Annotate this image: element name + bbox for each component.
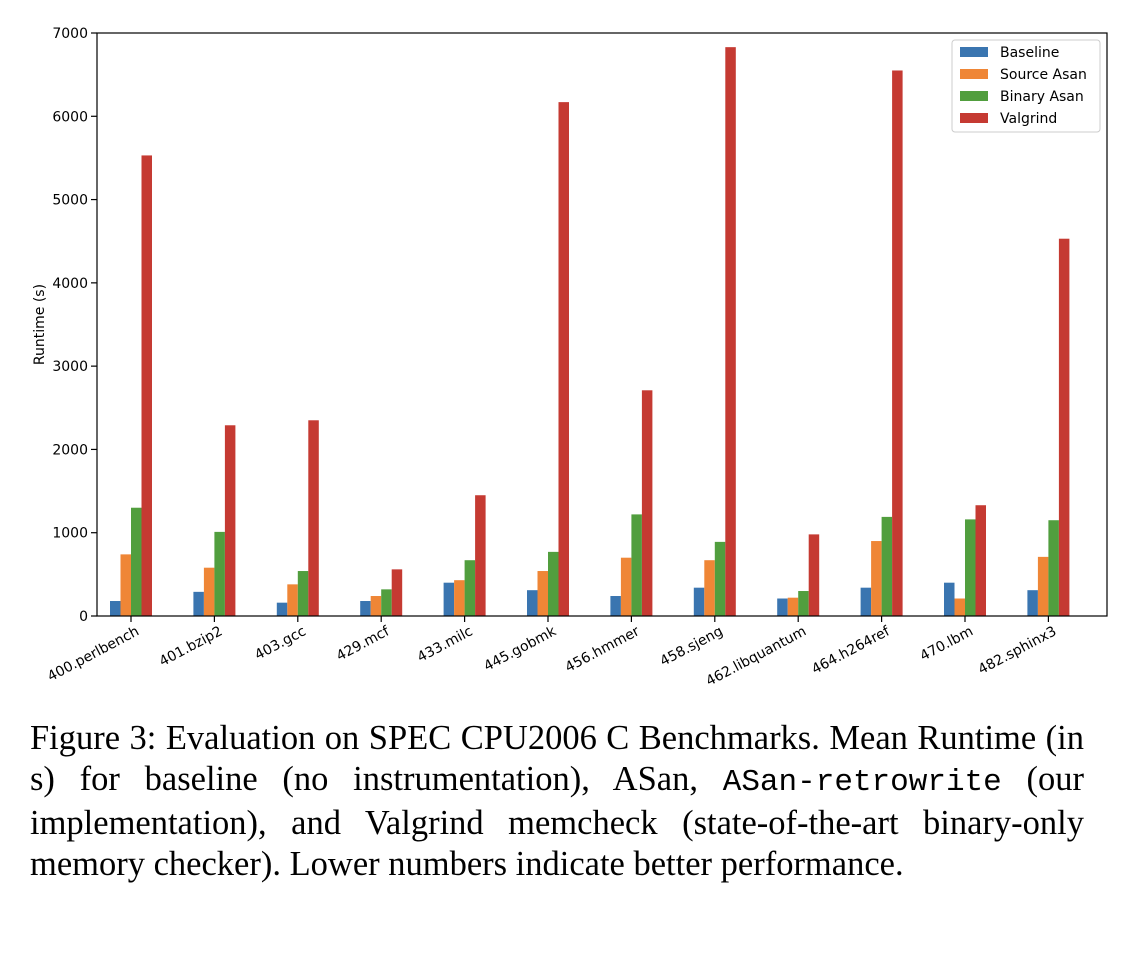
bar-baseline-433.milc <box>443 582 455 616</box>
x-tick-label: 445.gobmk <box>481 623 559 675</box>
bar-baseline-445.gobmk <box>527 590 538 616</box>
x-tick-label: 470.lbm <box>918 623 976 664</box>
bar-source-asan-470.lbm <box>954 598 965 616</box>
x-tick-label: 401.bzip2 <box>157 623 226 670</box>
bar-valgrind-445.gobmk <box>558 102 569 617</box>
caption-text-1: Figure 3: Evaluation on SPEC CPU2006 C B… <box>30 719 1084 798</box>
x-tick-label: 482.sphinx3 <box>976 623 1060 678</box>
bar-binary-asan-482.sphinx3 <box>1048 520 1059 616</box>
bar-binary-asan-403.gcc <box>297 571 309 616</box>
legend-swatch <box>960 113 988 123</box>
bar-chart: 0 1000 2000 3000 4000 5000 6000 7000 400.perlbe… <box>32 26 1108 690</box>
y-tick-label: 6000 <box>52 109 88 125</box>
bar-baseline-400.perlbench <box>110 601 121 616</box>
x-tick-label: 456.hmmer <box>563 623 643 676</box>
bar-source-asan-400.perlbench <box>120 554 131 616</box>
legend: Baseline Source Asan Binary Asan Valgrind <box>951 39 1101 133</box>
bar-valgrind-458.sjeng <box>725 47 736 617</box>
y-tick-label: 5000 <box>52 193 88 209</box>
legend-label: Binary Asan <box>1000 89 1084 105</box>
bar-valgrind-470.lbm <box>975 505 986 616</box>
legend-swatch <box>960 91 988 101</box>
legend-label: Source Asan <box>1000 67 1087 83</box>
legend-label: Valgrind <box>1000 111 1057 127</box>
y-tick-label: 2000 <box>52 442 88 458</box>
bar-binary-asan-456.hmmer <box>631 514 642 616</box>
bar-source-asan-464.h264ref <box>871 541 882 616</box>
bar-valgrind-433.milc <box>475 495 486 616</box>
bar-baseline-482.sphinx3 <box>1027 590 1038 616</box>
y-axis-label: Runtime (s) <box>32 284 48 365</box>
bar-valgrind-429.mcf <box>391 569 403 616</box>
y-tick-label: 7000 <box>52 26 88 42</box>
bar-binary-asan-464.h264ref <box>881 516 893 616</box>
bar-baseline-401.bzip2 <box>193 591 204 616</box>
bar-valgrind-462.libquantum <box>808 534 820 616</box>
bar-source-asan-456.hmmer <box>620 557 632 616</box>
legend-label: Baseline <box>1000 45 1059 61</box>
bar-valgrind-401.bzip2 <box>224 425 236 616</box>
caption-text-2: (our implementation), and Valgrind memch… <box>30 760 1084 883</box>
bar-baseline-403.gcc <box>276 602 288 616</box>
bar-binary-asan-445.gobmk <box>548 551 559 616</box>
x-tick-label: 429.mcf <box>334 623 393 665</box>
bar-source-asan-458.sjeng <box>704 560 715 616</box>
bar-binary-asan-470.lbm <box>965 519 976 616</box>
bar-baseline-458.sjeng <box>693 587 705 616</box>
bar-binary-asan-462.libquantum <box>798 591 809 616</box>
bar-baseline-462.libquantum <box>777 598 788 616</box>
bar-binary-asan-400.perlbench <box>131 507 142 616</box>
legend-swatch <box>960 69 988 79</box>
legend-frame <box>951 39 1101 133</box>
bar-binary-asan-429.mcf <box>381 589 392 616</box>
plot-frame <box>96 32 1108 617</box>
caption-code: ASan-retrowrite <box>722 765 1002 800</box>
y-tick-label: 0 <box>79 609 88 625</box>
x-tick-label: 433.milc <box>415 623 476 665</box>
y-tick-label: 1000 <box>52 526 88 542</box>
x-tick-label: 464.h264ref <box>809 623 893 678</box>
bar-source-asan-433.milc <box>454 580 465 616</box>
x-tick-label: 458.sjeng <box>657 623 725 669</box>
bar-baseline-429.mcf <box>360 601 371 616</box>
bar-source-asan-401.bzip2 <box>203 567 215 616</box>
bar-binary-asan-433.milc <box>464 560 476 616</box>
figure-caption: Figure 3: Evaluation on SPEC CPU2006 C B… <box>30 718 1084 885</box>
bar-binary-asan-458.sjeng <box>714 541 726 616</box>
bar-baseline-464.h264ref <box>860 587 872 616</box>
x-tick-label: 403.gcc <box>252 623 308 663</box>
bar-source-asan-403.gcc <box>287 584 298 616</box>
bar-valgrind-464.h264ref <box>892 70 903 616</box>
bar-source-asan-482.sphinx3 <box>1037 556 1049 616</box>
bar-source-asan-429.mcf <box>370 596 382 616</box>
bar-valgrind-456.hmmer <box>641 390 653 616</box>
bar-baseline-470.lbm <box>944 582 955 616</box>
x-tick-label: 400.perlbench <box>45 623 142 685</box>
legend-swatch <box>960 47 988 57</box>
bar-valgrind-400.perlbench <box>141 155 152 616</box>
y-tick-label: 3000 <box>52 359 88 375</box>
y-tick-label: 4000 <box>52 276 88 292</box>
bar-source-asan-462.libquantum <box>787 597 799 616</box>
bars-layer <box>110 47 1070 617</box>
bar-baseline-456.hmmer <box>610 596 621 616</box>
x-axis: 400.perlbench 401.bzip2 403.gcc 429.mcf 433.… <box>45 616 1059 690</box>
bar-valgrind-403.gcc <box>308 420 319 616</box>
bar-binary-asan-401.bzip2 <box>214 531 225 616</box>
y-axis: 0 1000 2000 3000 4000 5000 6000 7000 <box>52 26 97 625</box>
bar-valgrind-482.sphinx3 <box>1058 238 1070 617</box>
bar-source-asan-445.gobmk <box>537 571 548 616</box>
